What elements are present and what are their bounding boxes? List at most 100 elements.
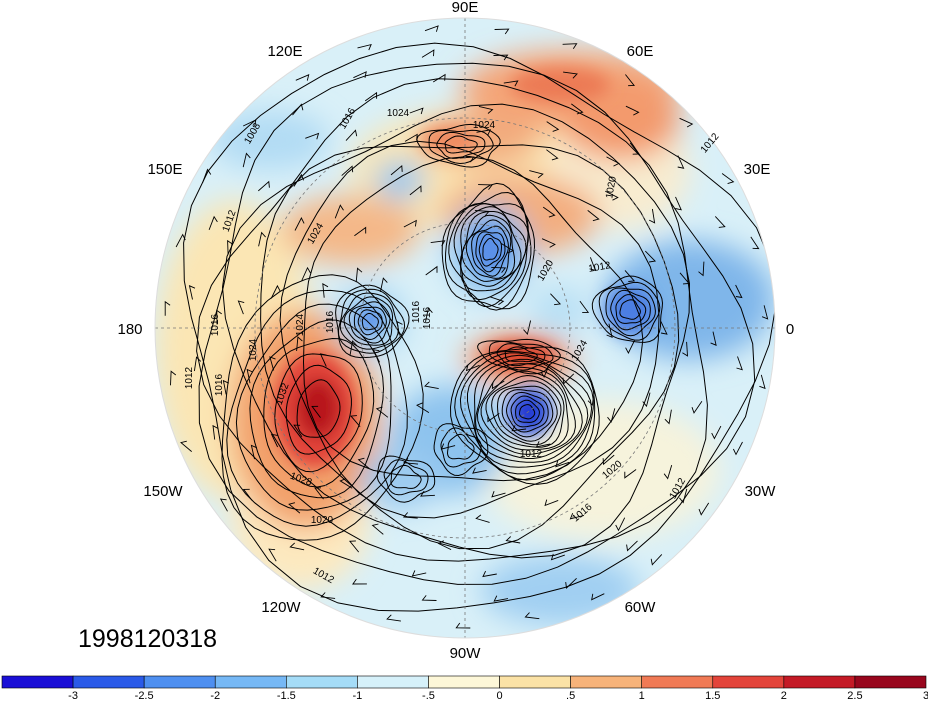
isobar-line bbox=[448, 202, 529, 308]
wind-barb bbox=[625, 340, 635, 354]
wind-barb bbox=[258, 231, 266, 247]
wind-barb bbox=[629, 142, 640, 155]
isobar-line bbox=[619, 299, 641, 320]
wind-barb bbox=[432, 73, 446, 83]
isobar-line bbox=[475, 231, 506, 273]
isobar-line bbox=[383, 459, 429, 496]
wind-barb bbox=[750, 236, 760, 250]
wind-barb bbox=[364, 91, 378, 102]
wind-barb bbox=[411, 570, 427, 577]
wind-barb bbox=[475, 514, 490, 523]
colorbar-swatch bbox=[428, 675, 500, 689]
wind-barb bbox=[222, 379, 229, 395]
colorbar: -3 -2.5 -2 -1.5 -1 -.5 0 .5 1 1.5 2 2.5 3 bbox=[1, 675, 928, 702]
wind-barb bbox=[589, 257, 597, 272]
wind-barb bbox=[642, 392, 651, 408]
wind-barb bbox=[390, 164, 403, 176]
wind-barb bbox=[246, 368, 253, 384]
wind-barb bbox=[379, 277, 388, 292]
wind-barb bbox=[478, 105, 494, 114]
isobar-line bbox=[433, 423, 489, 477]
wind-barb bbox=[698, 502, 710, 516]
wind-barb bbox=[624, 469, 637, 479]
isobar-value-label: 1024 bbox=[387, 108, 410, 119]
wind-barb bbox=[455, 622, 471, 629]
wind-barb bbox=[615, 517, 626, 532]
wind-barb bbox=[294, 217, 305, 231]
isobar-line bbox=[235, 303, 392, 511]
wind-barb bbox=[354, 226, 367, 237]
wind-barb bbox=[319, 353, 327, 367]
isobar-value-label: 1012 bbox=[588, 260, 612, 275]
wind-barb bbox=[425, 307, 433, 322]
wind-barb bbox=[289, 542, 305, 551]
wind-barb bbox=[339, 478, 353, 489]
isobar-line bbox=[348, 301, 391, 344]
lon-label-60e: 60E bbox=[627, 43, 654, 60]
wind-barb bbox=[208, 215, 218, 231]
isobar-line bbox=[357, 309, 383, 336]
isobar-line bbox=[260, 144, 680, 550]
lon-label-0: 0 bbox=[786, 321, 794, 338]
wind-barb bbox=[565, 577, 577, 589]
isobar-line bbox=[471, 225, 509, 277]
wind-barb bbox=[386, 614, 401, 622]
wind-barb bbox=[352, 578, 367, 585]
isobar-line bbox=[476, 366, 576, 455]
wind-barb bbox=[494, 28, 510, 35]
colorbar-tick-label: 2.5 bbox=[847, 690, 862, 702]
colorbar-tick-label: 3 bbox=[923, 690, 928, 702]
wind-barb bbox=[372, 349, 381, 363]
lon-label-90w: 90W bbox=[450, 645, 482, 662]
colorbar-tick-label: -3 bbox=[68, 690, 78, 702]
wind-barb bbox=[478, 184, 493, 190]
isobar-line bbox=[467, 354, 593, 468]
wind-barb bbox=[487, 413, 500, 423]
wind-barb bbox=[314, 487, 324, 500]
isobar-line bbox=[376, 455, 436, 503]
isobar-line bbox=[337, 288, 406, 354]
lon-label-120w: 120W bbox=[261, 599, 301, 616]
timestamp-label: 1998120318 bbox=[78, 625, 217, 653]
isobar-line bbox=[436, 131, 486, 159]
wind-barb bbox=[550, 293, 562, 306]
wind-barb bbox=[292, 103, 304, 116]
wind-barb bbox=[535, 441, 551, 448]
wind-barb bbox=[371, 523, 384, 535]
wind-barb bbox=[349, 540, 360, 553]
wind-barb bbox=[459, 156, 475, 163]
wind-barb bbox=[420, 490, 435, 497]
colorbar-swatch bbox=[499, 675, 571, 689]
wind-barb bbox=[322, 282, 329, 298]
wind-barb bbox=[424, 25, 439, 32]
wind-barb bbox=[569, 513, 585, 520]
wind-barb bbox=[721, 173, 735, 185]
wind-barb bbox=[353, 71, 367, 79]
wind-barb bbox=[357, 43, 372, 51]
wind-barb bbox=[546, 121, 560, 132]
wind-barb bbox=[626, 540, 638, 552]
wind-barb bbox=[293, 424, 303, 437]
wind-barb bbox=[650, 554, 663, 566]
wind-barb bbox=[334, 204, 344, 219]
wind-barb bbox=[544, 499, 559, 507]
wind-barb bbox=[602, 454, 615, 466]
wind-barb bbox=[482, 570, 497, 578]
isobar-value-label: 1024 bbox=[248, 338, 259, 361]
wind-barb bbox=[416, 402, 430, 413]
wind-barb bbox=[660, 321, 668, 335]
colorbar-tick-label: .5 bbox=[566, 690, 575, 702]
wind-barb bbox=[591, 593, 605, 601]
colorbar-swatch bbox=[783, 675, 856, 689]
wind-barb bbox=[679, 488, 688, 504]
isobar-value-label: 1020 bbox=[604, 175, 619, 199]
wind-barb bbox=[421, 49, 435, 58]
wind-barb bbox=[711, 425, 722, 440]
isobar-line bbox=[474, 358, 589, 463]
wind-barb bbox=[193, 356, 202, 372]
wind-barb bbox=[409, 107, 424, 115]
isobar-line bbox=[610, 289, 651, 331]
map-disk bbox=[155, 18, 775, 638]
wind-barb bbox=[524, 612, 540, 620]
isobar-line bbox=[591, 275, 664, 343]
